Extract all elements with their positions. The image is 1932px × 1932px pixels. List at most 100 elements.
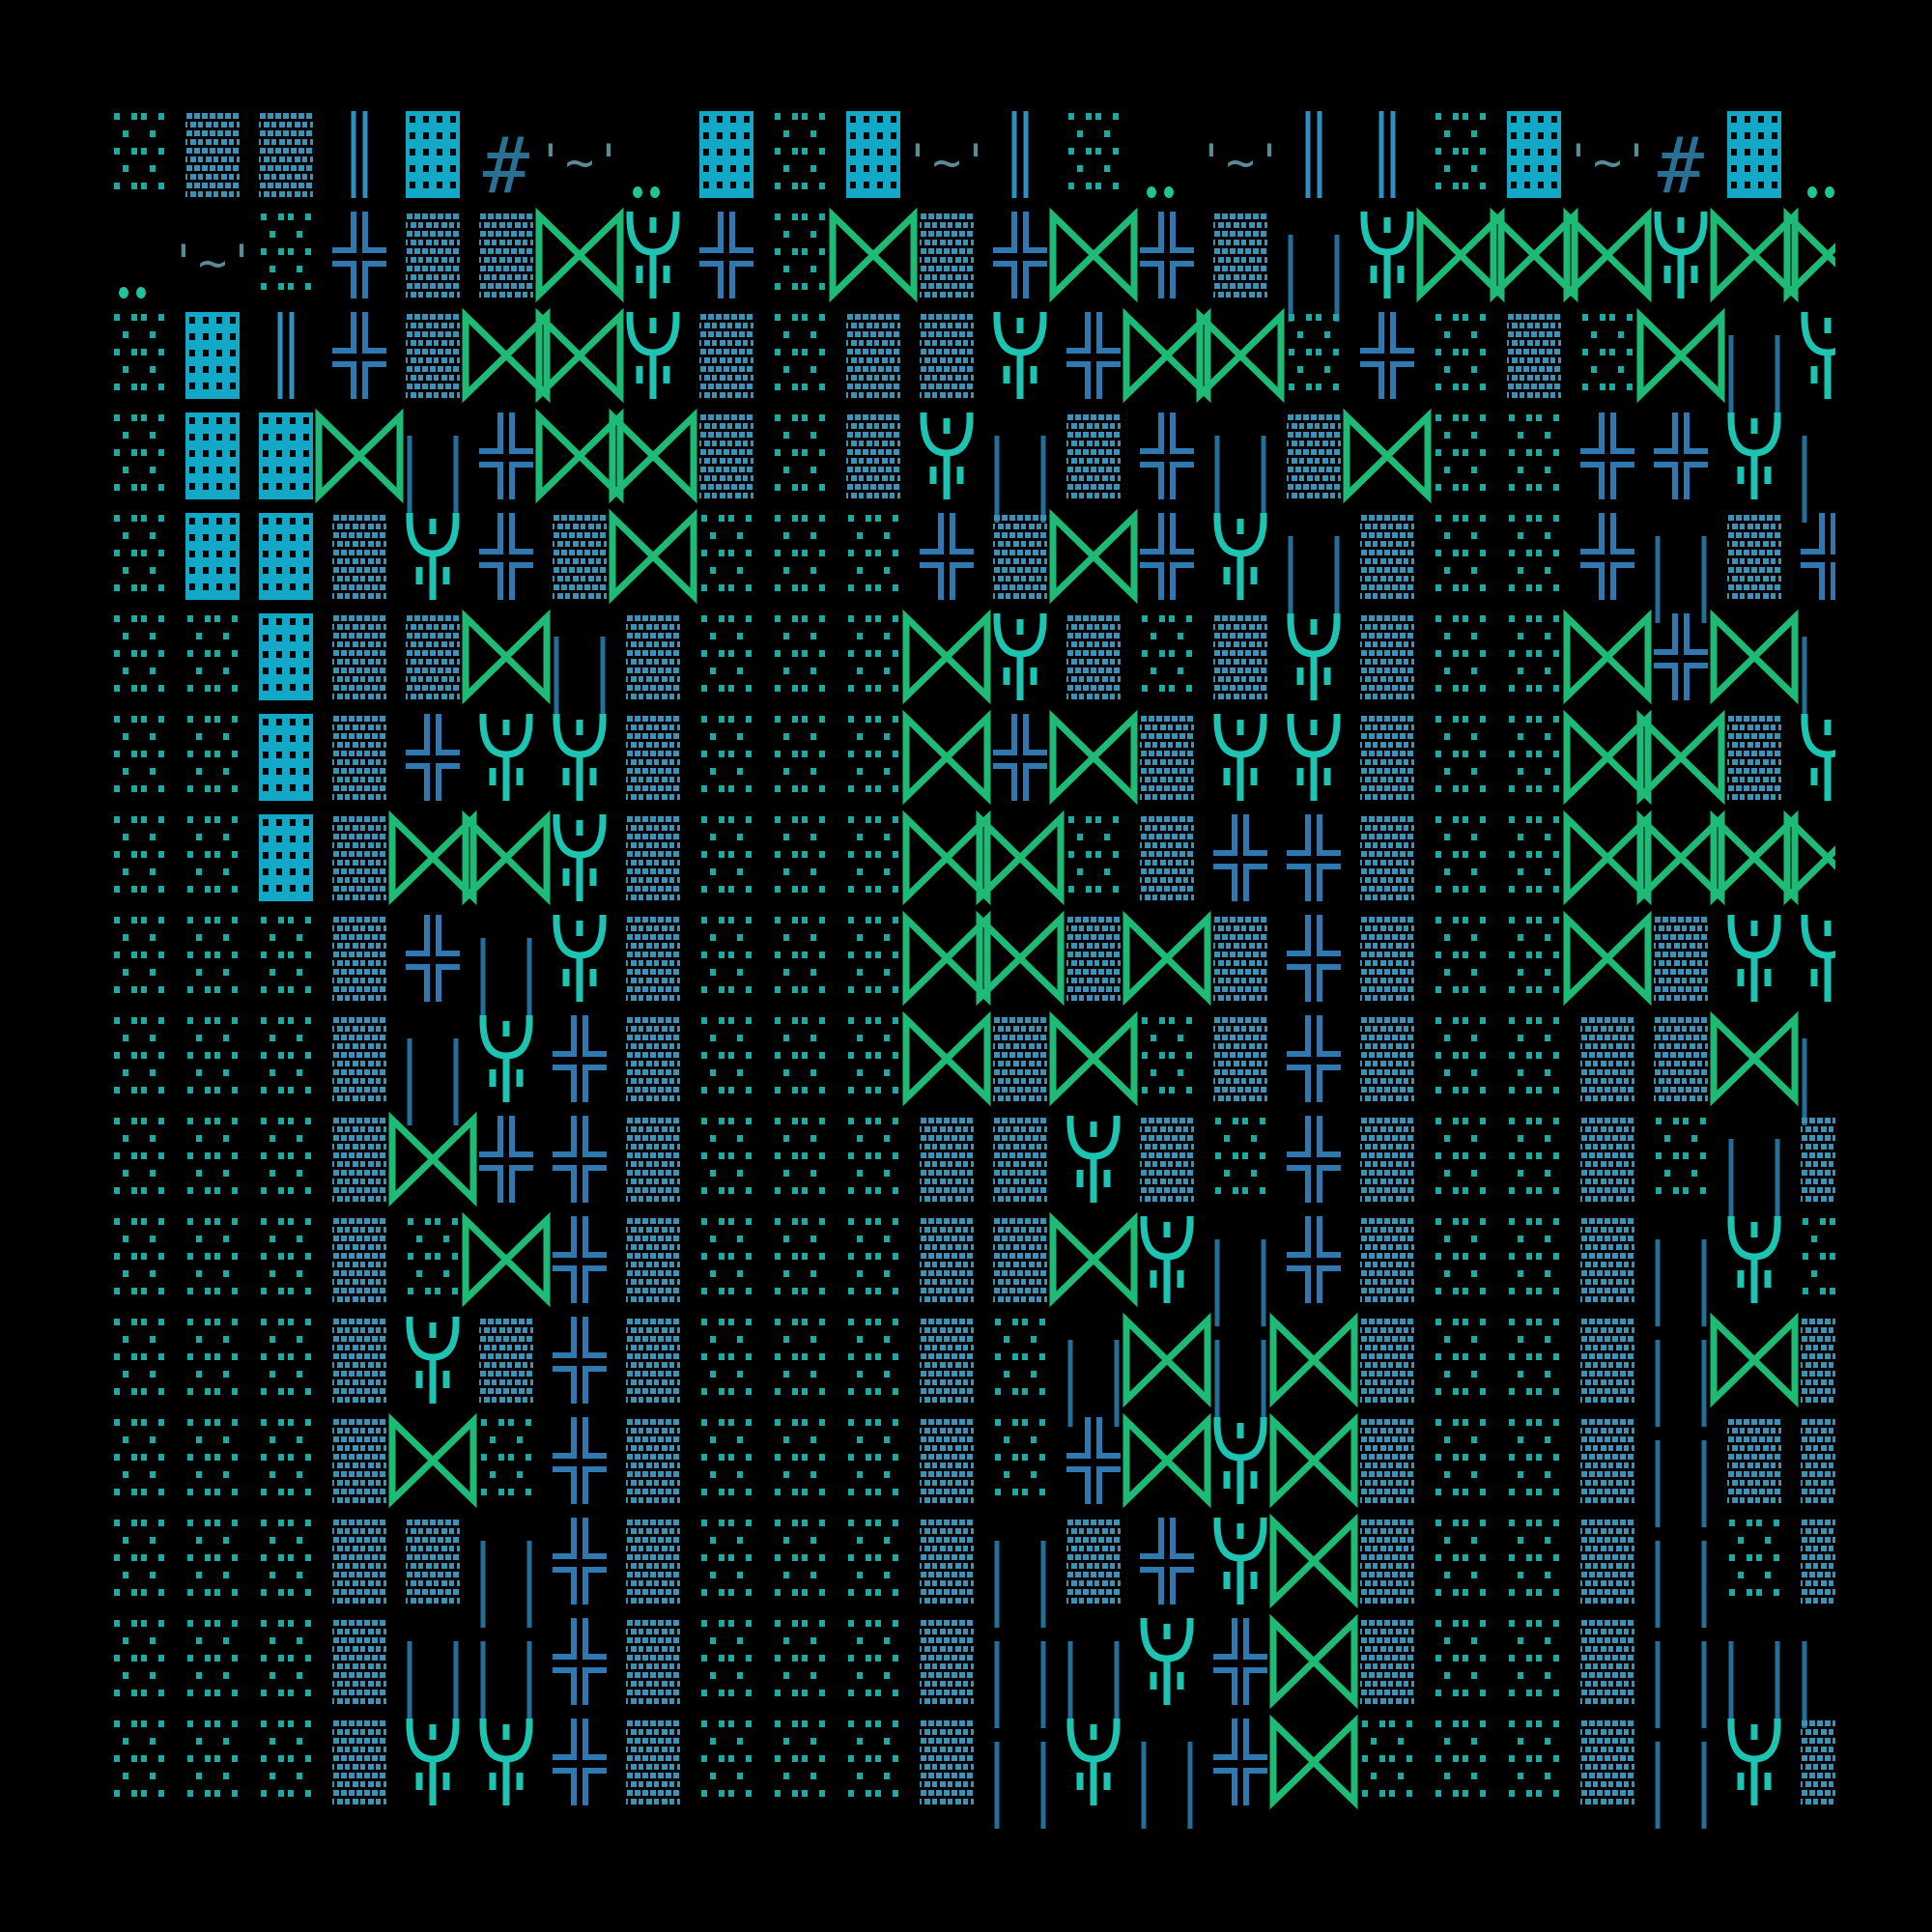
bowtie-glyph — [388, 1412, 477, 1509]
medium-shade-glyph — [993, 1015, 1047, 1102]
double-cross-glyph — [699, 212, 753, 298]
medium-shade-glyph — [1287, 412, 1341, 499]
medium-shade-glyph — [1213, 613, 1267, 700]
medium-shade-glyph — [1066, 613, 1121, 700]
light-shade-glyph — [185, 1518, 240, 1605]
medium-shade-glyph — [332, 1417, 386, 1504]
bowtie-glyph — [1710, 810, 1799, 906]
light-shade-glyph — [1434, 1719, 1488, 1805]
light-shade-glyph — [112, 613, 166, 700]
medium-shade-glyph — [920, 212, 974, 298]
bowtie-glyph — [609, 408, 697, 504]
trident-glyph — [1066, 1719, 1121, 1805]
double-cross-glyph — [553, 1518, 607, 1605]
tall-bar-pair-glyph — [407, 1038, 459, 1125]
double-cross-glyph — [553, 1719, 607, 1805]
double-bar-glyph — [351, 111, 368, 198]
medium-shade-glyph — [1801, 1719, 1835, 1805]
double-cross-glyph — [1140, 212, 1194, 298]
bowtie-glyph — [902, 1010, 991, 1107]
light-shade-glyph — [1434, 513, 1488, 600]
light-shade-glyph — [773, 814, 827, 901]
light-shade-glyph — [1507, 1618, 1561, 1705]
bowtie-glyph — [1049, 1010, 1138, 1107]
light-shade-glyph — [1066, 814, 1121, 901]
tall-bar-pair-glyph — [1655, 1641, 1707, 1728]
medium-shade-glyph — [332, 513, 386, 600]
tall-bar-pair-glyph — [407, 436, 459, 523]
tall-bar-pair-glyph — [480, 1541, 532, 1628]
trident-glyph — [1727, 412, 1781, 499]
double-cross-glyph — [1654, 613, 1708, 700]
bowtie-glyph — [1710, 1010, 1799, 1107]
light-shade-glyph — [1507, 1518, 1561, 1605]
tilde-quote-glyph: '~' — [1564, 134, 1651, 190]
light-shade-glyph — [185, 714, 240, 801]
bowtie-glyph — [535, 408, 624, 504]
double-cross-glyph — [479, 1116, 533, 1203]
light-shade-glyph — [1507, 513, 1561, 600]
medium-shade-glyph — [626, 1618, 680, 1705]
light-shade-glyph — [185, 915, 240, 1002]
light-shade-glyph — [846, 814, 900, 901]
light-shade-glyph — [699, 613, 753, 700]
tilde-quote-glyph: '~' — [169, 235, 256, 291]
tilde-quote-text: '~' — [1197, 134, 1284, 190]
light-shade-glyph — [1434, 814, 1488, 901]
medium-shade-glyph — [1360, 915, 1414, 1002]
bowtie-glyph — [1563, 910, 1652, 1007]
light-shade-glyph — [773, 312, 827, 399]
double-dot-glyph — [1807, 186, 1834, 198]
bowtie-glyph — [535, 207, 624, 303]
light-shade-glyph — [773, 1317, 827, 1404]
double-cross-glyph — [1213, 814, 1267, 901]
tall-bar-pair-glyph — [1655, 1541, 1707, 1628]
trident-glyph — [479, 1015, 533, 1102]
light-shade-glyph — [112, 111, 166, 198]
medium-shade-glyph — [626, 1417, 680, 1504]
light-shade-glyph — [185, 814, 240, 901]
light-shade-glyph — [1434, 613, 1488, 700]
light-shade-glyph — [259, 1116, 313, 1203]
double-cross-glyph — [553, 1015, 607, 1102]
dark-shade-glyph — [259, 613, 313, 700]
medium-shade-glyph — [993, 513, 1047, 600]
bowtie-glyph — [1563, 709, 1652, 806]
medium-shade-glyph — [1066, 1518, 1121, 1605]
tall-bar-pair-glyph — [994, 1541, 1046, 1628]
double-cross-glyph — [1287, 1015, 1341, 1102]
medium-shade-glyph — [1360, 814, 1414, 901]
medium-shade-glyph — [1066, 412, 1121, 499]
trident-glyph — [1213, 1518, 1267, 1605]
light-shade-glyph — [259, 212, 313, 298]
light-shade-glyph — [185, 1618, 240, 1705]
light-shade-glyph — [1434, 1618, 1488, 1705]
double-cross-glyph — [406, 714, 460, 801]
double-cross-glyph — [553, 1216, 607, 1303]
bowtie-glyph — [1783, 810, 1835, 906]
light-shade-glyph — [846, 613, 900, 700]
light-shade-glyph — [1140, 1015, 1194, 1102]
bowtie-glyph — [1563, 609, 1652, 705]
tall-bar-pair-glyph — [1214, 436, 1266, 523]
medium-shade-glyph — [626, 814, 680, 901]
tall-bar-pair-glyph — [1214, 1239, 1266, 1326]
bowtie-glyph — [1049, 1211, 1138, 1308]
tall-bar-pair-glyph — [1288, 235, 1340, 322]
light-shade-glyph — [112, 1417, 166, 1504]
tall-bar-pair-glyph — [1141, 1742, 1193, 1829]
tilde-quote-text: '~' — [536, 134, 623, 190]
medium-shade-glyph — [185, 111, 240, 198]
light-shade-glyph — [846, 513, 900, 600]
dark-shade-glyph — [259, 714, 313, 801]
medium-shade-glyph — [1360, 513, 1414, 600]
light-shade-glyph — [773, 212, 827, 298]
double-cross-glyph — [1213, 1719, 1267, 1805]
medium-shade-glyph — [479, 212, 533, 298]
medium-shade-glyph — [553, 513, 607, 600]
bowtie-glyph — [1049, 508, 1138, 605]
tall-bar-pair-glyph — [1214, 1340, 1266, 1427]
double-cross-glyph — [1140, 412, 1194, 499]
medium-shade-glyph — [1213, 212, 1267, 298]
light-shade-glyph — [1580, 312, 1634, 399]
